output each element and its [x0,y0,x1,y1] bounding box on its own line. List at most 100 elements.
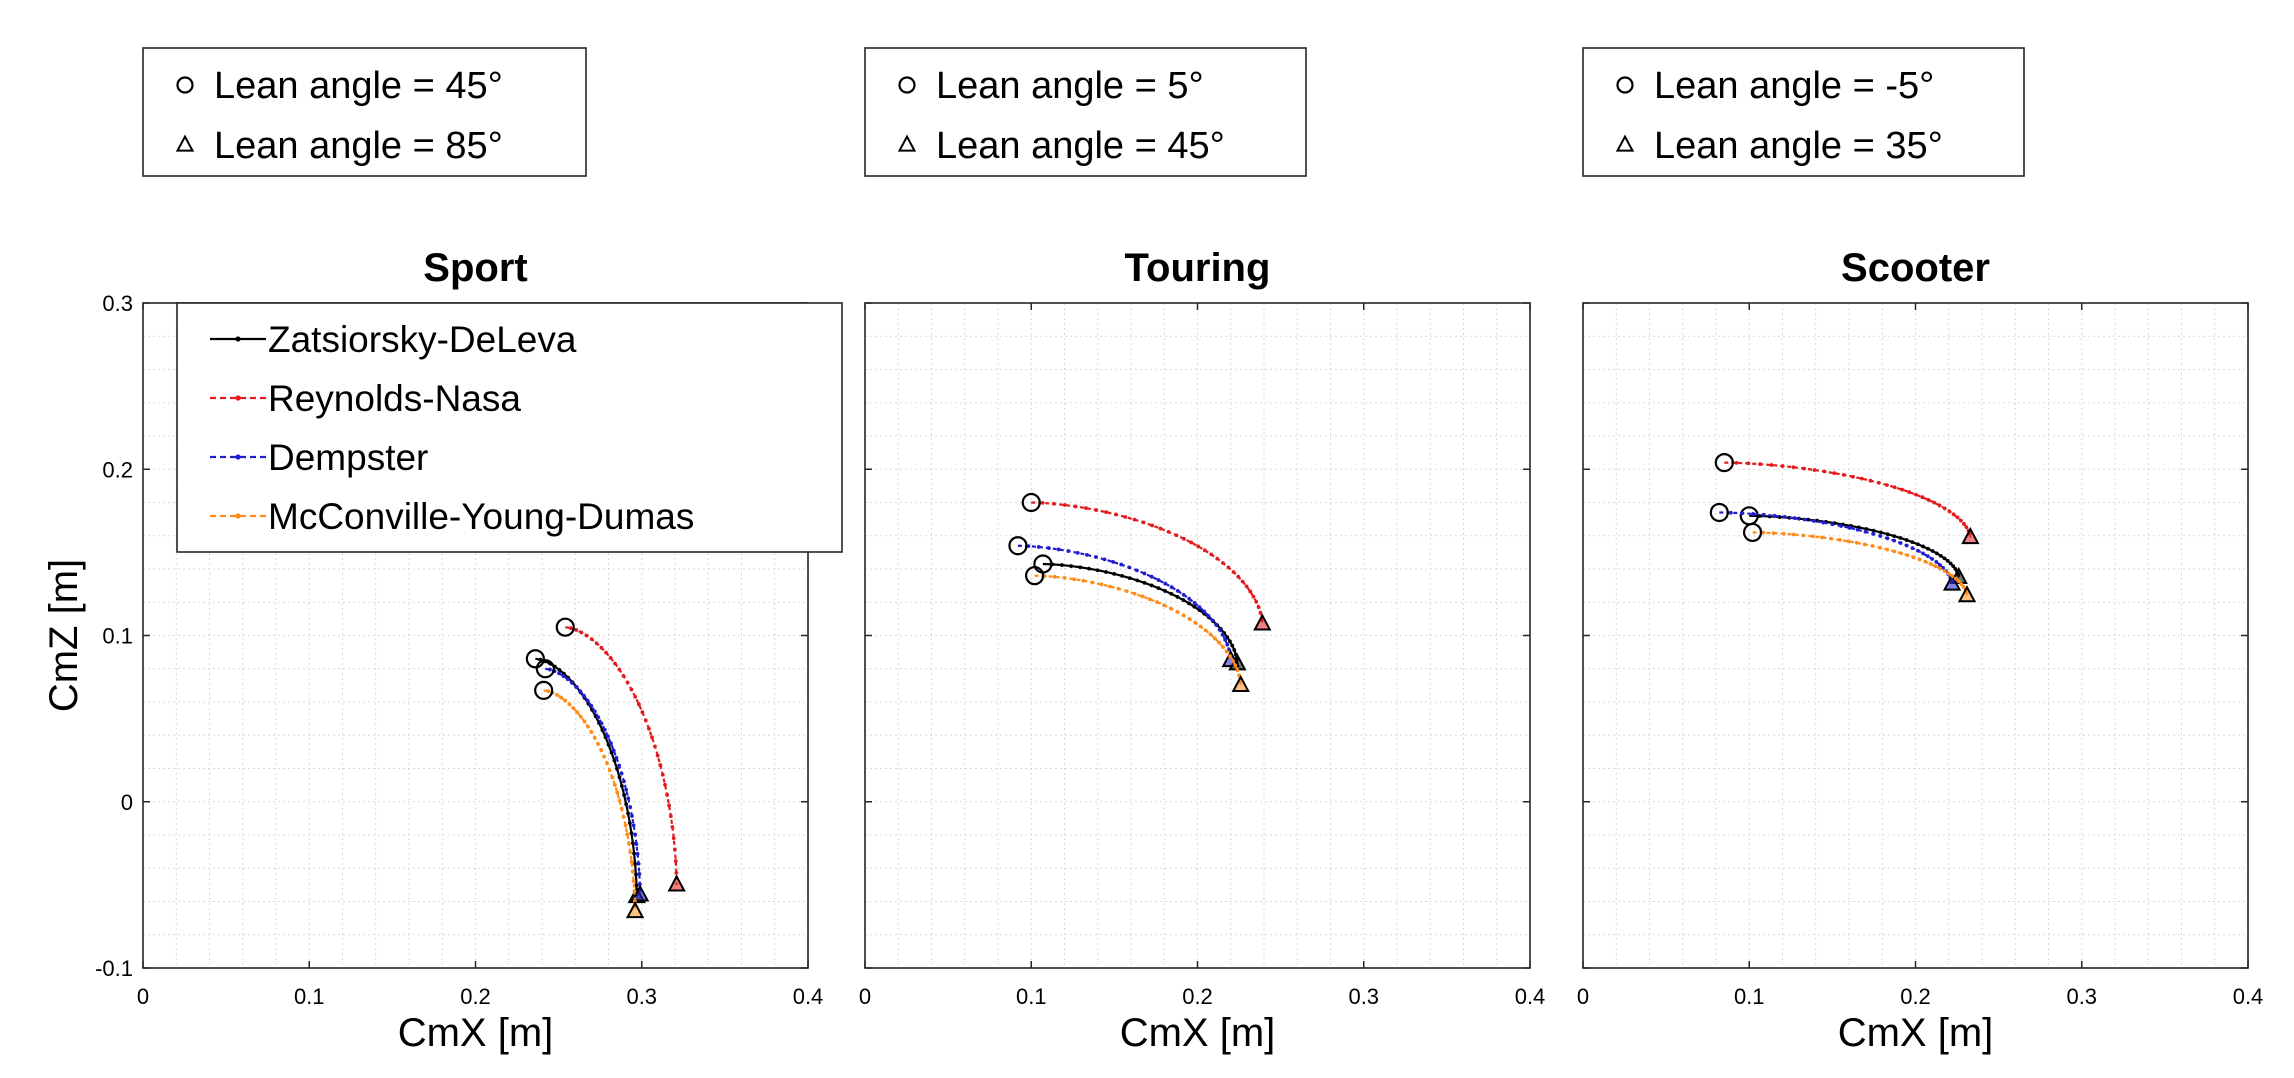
series-point [1224,649,1229,654]
series-point [630,814,634,818]
series-point [582,719,587,724]
legend-box [864,47,1307,177]
series-point [1904,538,1909,542]
series-point [1847,525,1852,530]
series-point [1892,538,1897,543]
series-point [1132,591,1137,596]
x-tick-label: 0 [137,984,149,1009]
series-point [559,695,564,700]
series-point [1933,564,1938,569]
series-point [1141,520,1146,525]
series-point [1210,618,1215,623]
series-point [1751,512,1756,516]
series-point [619,784,624,788]
legend-swatch-point [235,513,241,519]
series-point [1112,571,1117,576]
series-point [568,626,573,631]
series-point [617,775,622,780]
series-point [1806,517,1811,522]
series-point [565,677,570,682]
series-point [1772,513,1777,518]
series-point [665,793,670,797]
legend-label: Lean angle = 85° [214,125,503,167]
end-marker [1253,613,1272,631]
series-point [1156,578,1161,582]
x-axis-label: CmX [m] [1120,1011,1276,1055]
start-marker [1714,453,1734,473]
series-point [1876,480,1881,485]
end-marker [625,900,645,919]
series-point [1892,485,1897,490]
grid [1583,303,2248,968]
series-point [574,684,578,689]
series-point [1837,538,1842,542]
series-point [612,783,617,787]
legend-triangle-icon [175,134,195,152]
series-point [1230,643,1235,648]
series-mcconville-young-dumas [1024,566,1250,693]
series-point [643,718,648,723]
legend-circle-icon [1616,76,1634,94]
series-point [621,815,626,819]
series-point [1213,636,1217,641]
series-point [647,726,651,731]
series-point [570,680,574,685]
end-marker [1942,573,1962,591]
series-point [625,832,630,837]
series-zatsiorsky-deleva [1739,506,1968,584]
y-tick-label: 0.3 [102,291,133,316]
x-tick-label: 0 [1577,984,1589,1009]
series-point [1937,503,1942,508]
series-point [612,758,617,763]
series-point [608,656,613,660]
y-tick-label: 0.1 [102,624,133,649]
series-point [1930,549,1935,553]
series-point [1095,568,1100,573]
legend-label: Dempster [268,437,428,478]
legend-circle-icon [898,76,916,94]
series-point [1244,584,1249,589]
series-point [673,859,678,863]
series-point [599,748,603,752]
series-point [635,851,640,856]
series-point [663,782,667,787]
series-point [599,721,604,726]
grid [865,303,1530,968]
series-point [619,771,624,776]
series-point [1854,540,1859,545]
series-point [1085,552,1089,557]
series-point [1885,483,1889,487]
series-point [1217,640,1222,645]
y-tick-label: -0.1 [95,956,133,981]
series-point [630,869,635,874]
x-tick-label: 0.4 [2233,984,2264,1009]
series-point [1859,476,1864,481]
series-point [1140,594,1145,599]
end-marker [1957,585,1977,603]
series-point [1937,562,1942,567]
series-point [1163,589,1167,593]
series-point [1142,580,1147,585]
series-point [1926,546,1930,551]
series-point [617,798,622,803]
series-point [633,861,638,866]
series-point [586,724,590,729]
series-point [1062,576,1067,580]
series-point [653,744,657,749]
series-point [671,836,676,841]
series-point [1119,562,1124,567]
series-point [1769,463,1774,467]
series-point [1925,554,1930,559]
series-point [606,734,610,739]
series-point [1812,468,1817,472]
series-point [1810,534,1815,539]
series-point [1060,563,1064,567]
series-point [1926,497,1931,502]
legend-label: Lean angle = 5° [936,65,1204,107]
series-point [1904,543,1909,548]
end-marker [1231,674,1250,693]
legend-label: Lean angle = 45° [936,125,1225,167]
series-point [1938,553,1943,558]
legend-swatch-point [235,454,241,460]
series-point [630,841,635,845]
